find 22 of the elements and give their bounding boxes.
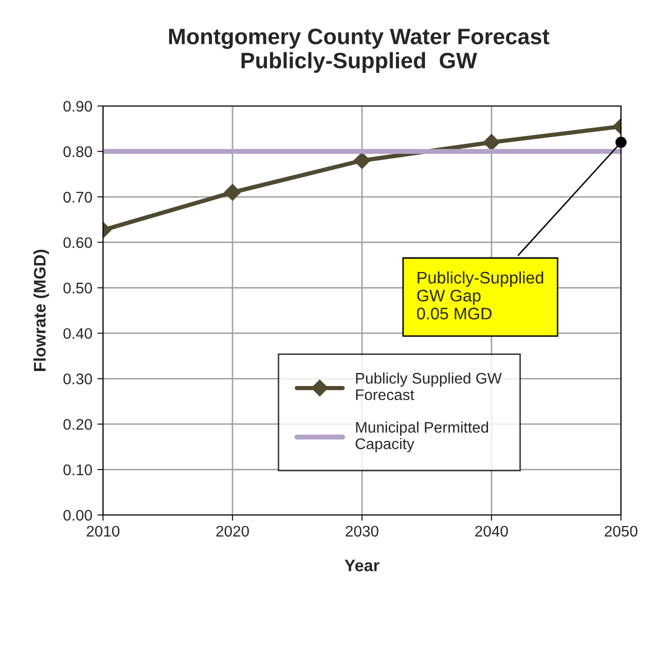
legend-label: Publicly Supplied GW Forecast <box>356 372 502 400</box>
y-tick-label: 0.20 <box>63 418 92 430</box>
annotation: Publicly-Supplied GW Gap 0.05 MGD <box>417 271 544 320</box>
y-tick-label: 0.90 <box>63 100 92 112</box>
y-tick-label: 0.80 <box>63 146 92 158</box>
y-tick-label: 0.40 <box>63 328 92 339</box>
y-tick-label: 0.50 <box>63 282 92 294</box>
y-tick-label: 0.60 <box>63 237 92 248</box>
x-axis-title: Year <box>344 560 380 572</box>
y-axis-title: Flowrate (MGD) <box>33 250 49 371</box>
x-tick-label: 2020 <box>216 526 249 537</box>
legend-label: Municipal Permitted Capacity <box>356 422 488 452</box>
y-tick-label: 0.30 <box>63 374 92 384</box>
x-tick-label: 2040 <box>475 526 508 537</box>
x-tick-label: 2010 <box>86 526 120 537</box>
x-tick-label: 2030 <box>346 526 378 537</box>
y-tick-label: 0.70 <box>63 192 92 203</box>
y-tick-label: 0.00 <box>63 510 92 521</box>
chart-title: Montgomery County Water Forecast Publicly-Supplied GW <box>169 28 550 73</box>
point <box>354 152 370 169</box>
x-tick-label: 2050 <box>604 526 638 537</box>
y-tick-label: 0.10 <box>63 464 92 476</box>
